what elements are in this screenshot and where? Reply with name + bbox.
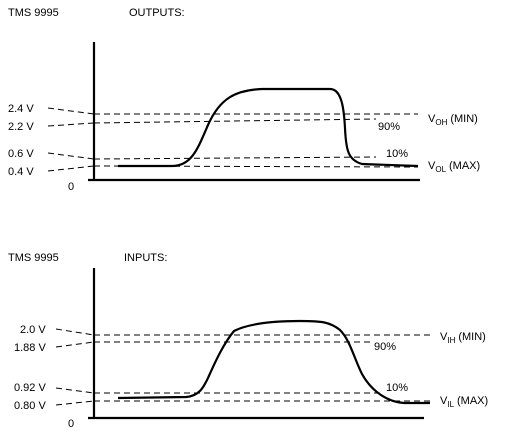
- inputs-vih-leader: [55, 328, 95, 336]
- outputs-zero-label: 0: [68, 181, 74, 193]
- inputs-vil-voltage-label: 0.80 V: [14, 400, 46, 412]
- inputs-10-leader: [55, 387, 95, 394]
- inputs-90-leader: [55, 341, 95, 348]
- inputs-device-label: TMS 9995: [8, 252, 59, 264]
- outputs-10-line: [93, 156, 377, 160]
- outputs-voh-leader: [47, 107, 95, 115]
- inputs-10-voltage-label: 0.92 V: [14, 382, 46, 394]
- outputs-voh-label: VOH (MIN): [428, 113, 478, 127]
- outputs-90-pct-label: 90%: [378, 121, 400, 133]
- inputs-90-pct-label: 90%: [374, 341, 396, 353]
- inputs-vih-label: VIH (MIN): [440, 331, 486, 345]
- outputs-vol-leader: [47, 165, 95, 172]
- inputs-10-pct-label: 10%: [386, 382, 408, 394]
- outputs-waveform: [118, 87, 419, 168]
- outputs-90-line: [93, 118, 377, 124]
- outputs-10-leader: [47, 152, 95, 160]
- outputs-title: OUTPUTS:: [129, 7, 185, 19]
- outputs-10-pct-label: 10%: [386, 148, 408, 160]
- inputs-waveform: [117, 319, 430, 405]
- outputs-device-label: TMS 9995: [8, 7, 59, 19]
- outputs-vol-voltage-label: 0.4 V: [8, 166, 34, 178]
- inputs-90-voltage-label: 1.88 V: [14, 342, 46, 354]
- outputs-90-voltage-label: 2.2 V: [8, 121, 34, 133]
- inputs-vil-label: VIL (MAX): [440, 395, 488, 409]
- inputs-vil-leader: [55, 400, 95, 406]
- inputs-title: INPUTS:: [124, 252, 167, 264]
- outputs-voh-voltage-label: 2.4 V: [8, 103, 34, 115]
- inputs-vih-voltage-label: 2.0 V: [20, 324, 46, 336]
- outputs-panel: TMS 9995 OUTPUTS: 2.4 V 2.2 V 0.6 V 0.4 …: [8, 7, 480, 193]
- outputs-90-leader: [47, 122, 95, 127]
- inputs-panel: TMS 9995 INPUTS: 2.0 V 1.88 V 0.92 V 0.8…: [8, 252, 488, 430]
- outputs-10-voltage-label: 0.6 V: [8, 148, 34, 160]
- outputs-vol-label: VOL (MAX): [428, 160, 480, 174]
- inputs-zero-label: 0: [68, 418, 74, 430]
